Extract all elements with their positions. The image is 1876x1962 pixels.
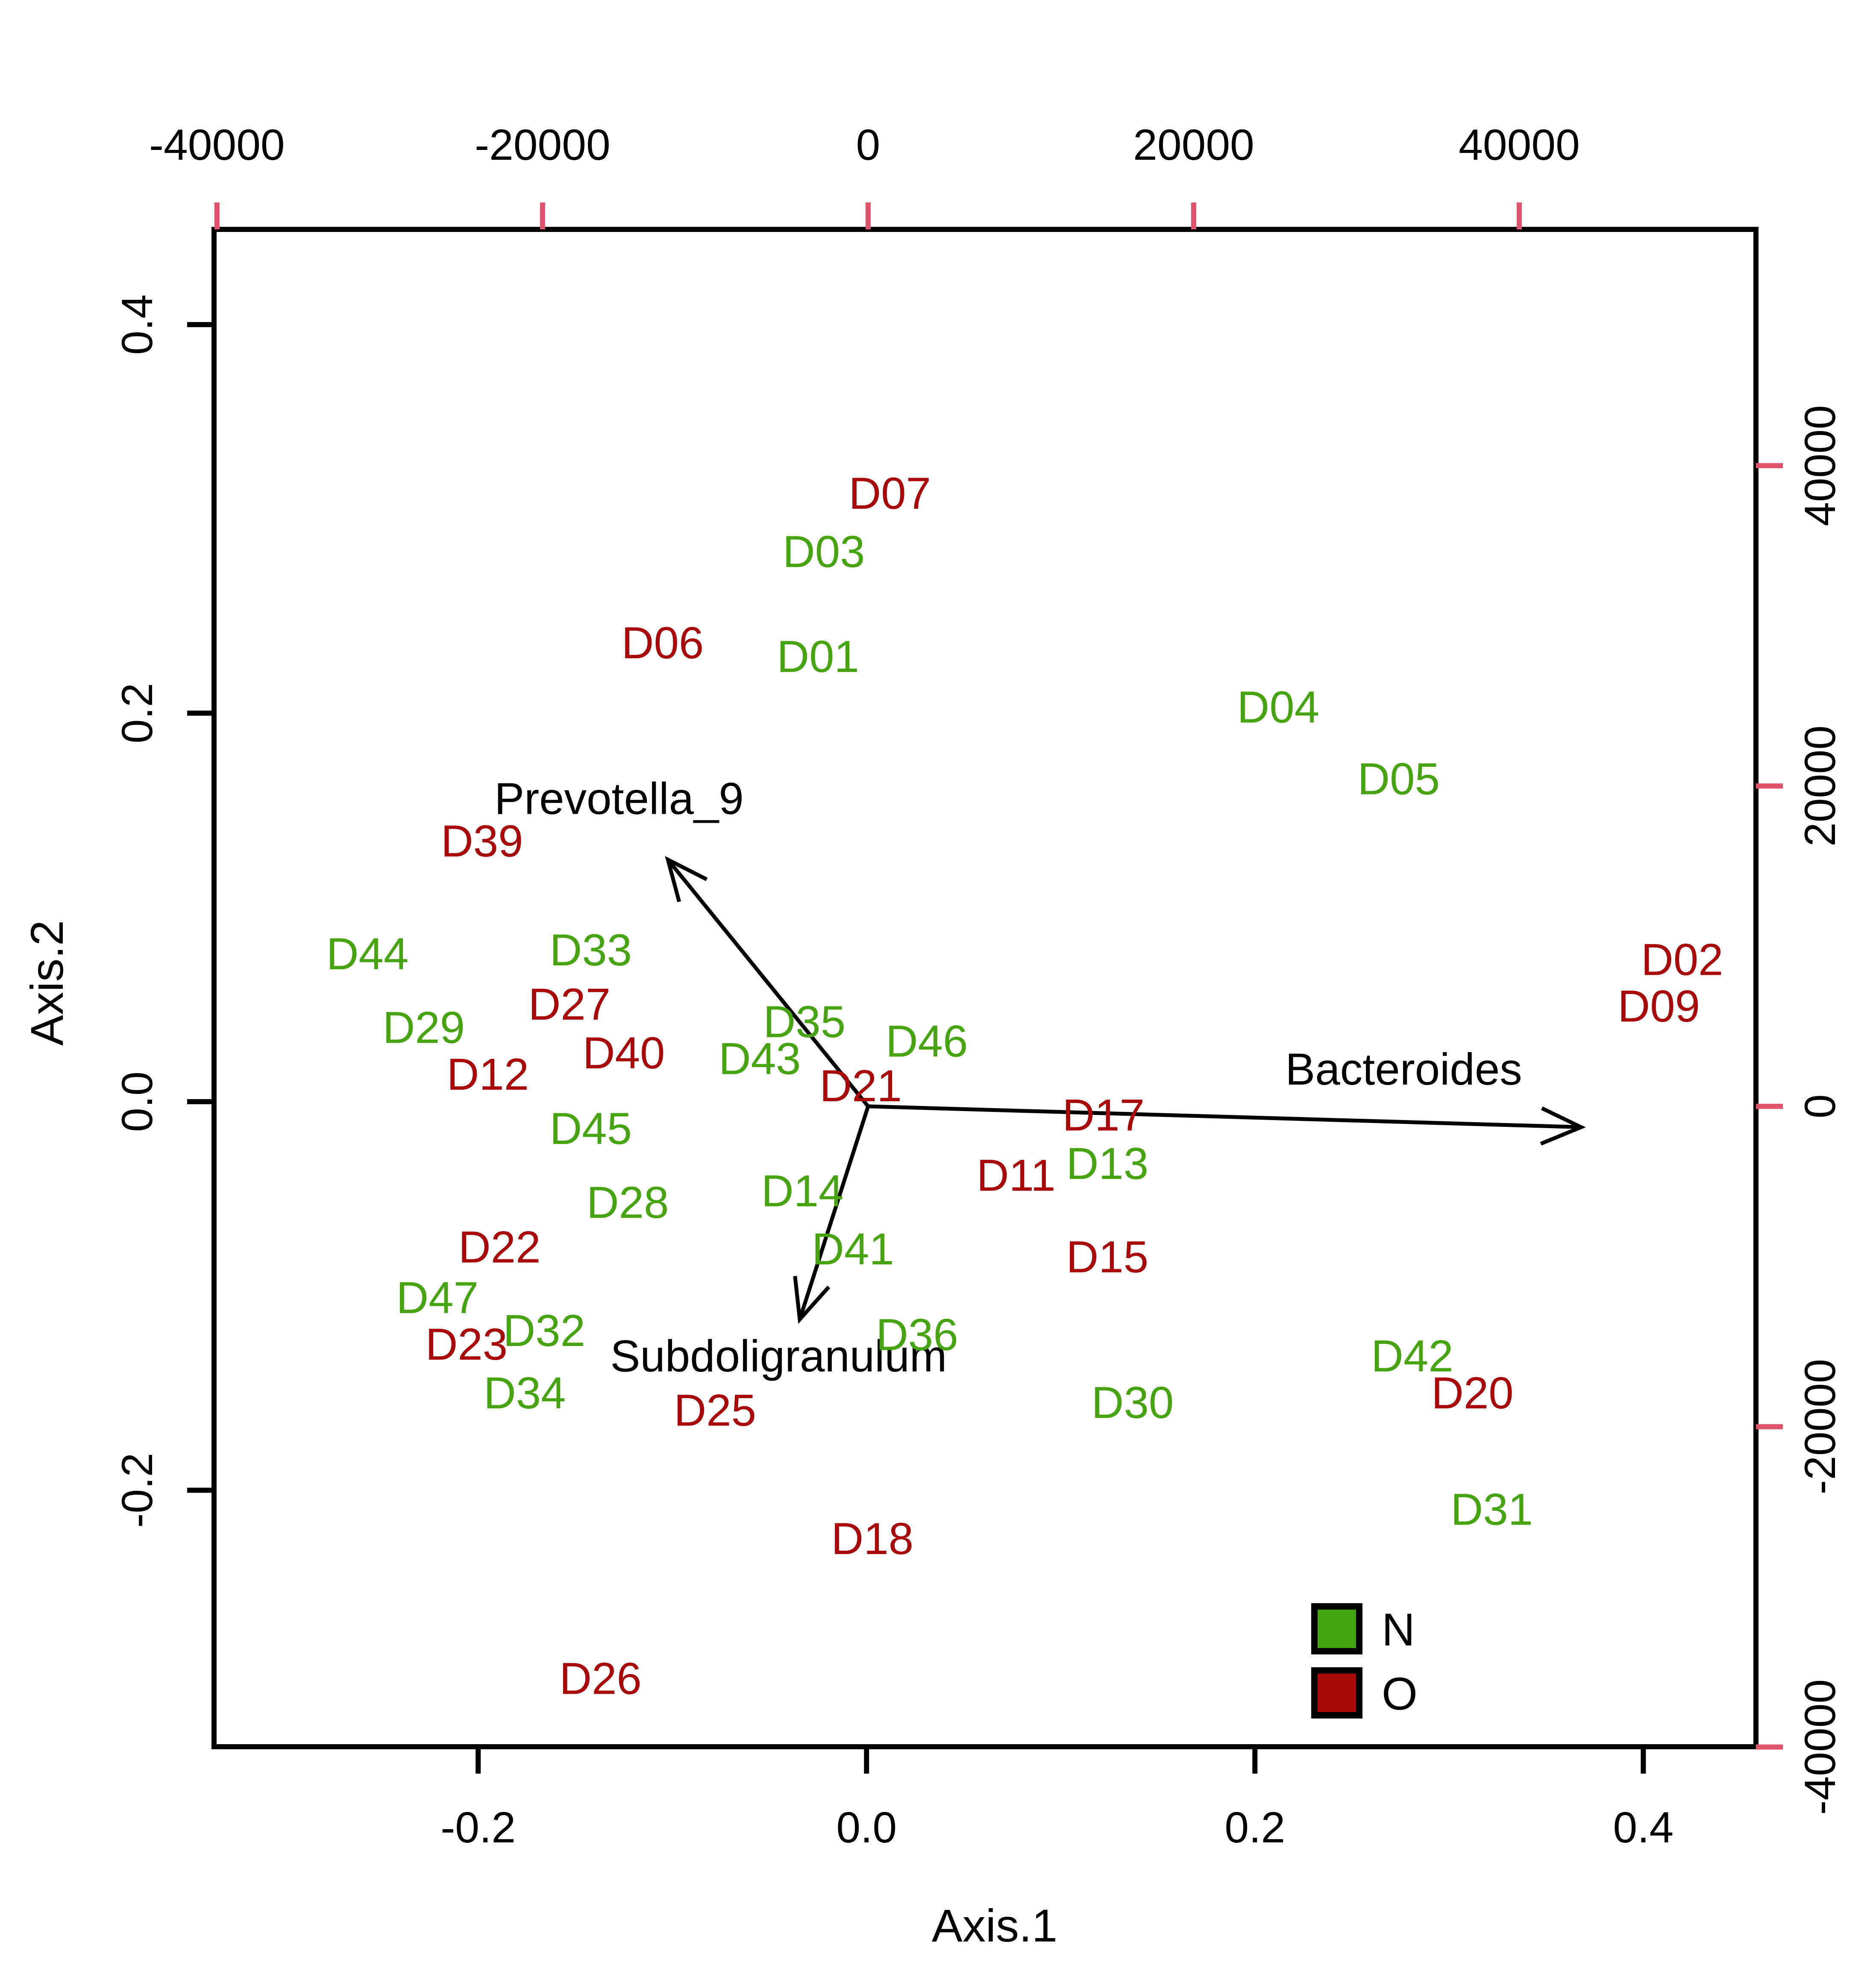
legend-label-O: O bbox=[1382, 1667, 1418, 1720]
sample-label-D47: D47 bbox=[396, 1273, 479, 1323]
sample-label-D06: D06 bbox=[622, 618, 704, 668]
taxa-label-Bacteroides: Bacteroides bbox=[1285, 1044, 1522, 1094]
arrow-Subdoligranulum bbox=[798, 1106, 870, 1320]
sample-label-D01: D01 bbox=[777, 632, 859, 682]
sample-label-D18: D18 bbox=[831, 1514, 914, 1564]
y-axis-tick-label: 0.4 bbox=[113, 294, 161, 355]
sample-label-D39: D39 bbox=[441, 816, 523, 866]
y-axis-tick-label: 0.2 bbox=[113, 683, 161, 744]
x-axis-tick-label: -0.2 bbox=[440, 1803, 516, 1852]
x-axis-tick-label: 0.0 bbox=[836, 1803, 897, 1852]
x-axis-tick-label: 0.4 bbox=[1613, 1803, 1673, 1852]
y-axis-title: Axis.2 bbox=[21, 920, 73, 1046]
right-axis-tick-label: 20000 bbox=[1796, 725, 1844, 847]
x-axis-tick-label: 0.2 bbox=[1224, 1803, 1285, 1852]
sample-label-D42: D42 bbox=[1371, 1331, 1453, 1381]
sample-label-D11: D11 bbox=[977, 1150, 1056, 1200]
arrow-Bacteroides bbox=[868, 1104, 1581, 1129]
x-axis-title: Axis.1 bbox=[931, 1899, 1058, 1952]
sample-label-D34: D34 bbox=[484, 1368, 566, 1418]
sample-label-D25: D25 bbox=[674, 1386, 756, 1436]
sample-label-D15: D15 bbox=[1066, 1232, 1149, 1282]
sample-label-D20: D20 bbox=[1431, 1368, 1514, 1418]
sample-label-D03: D03 bbox=[783, 527, 865, 577]
legend-swatch-O bbox=[1311, 1667, 1362, 1719]
taxa-label-Prevotella_9: Prevotella_9 bbox=[494, 774, 744, 824]
right-axis-tick-label: -40000 bbox=[1796, 1679, 1844, 1815]
sample-label-D43: D43 bbox=[719, 1034, 801, 1084]
right-axis-tick-label: 0 bbox=[1796, 1094, 1844, 1119]
arrowhead-Prevotella_9 bbox=[665, 856, 708, 903]
top-axis-tick-label: 40000 bbox=[1459, 120, 1580, 169]
arrowhead-Bacteroides bbox=[1540, 1106, 1586, 1146]
sample-label-D23: D23 bbox=[426, 1320, 508, 1370]
right-axis-tick-label: -20000 bbox=[1796, 1359, 1844, 1495]
sample-label-D13: D13 bbox=[1066, 1139, 1149, 1189]
sample-label-D21: D21 bbox=[819, 1061, 902, 1111]
sample-label-D12: D12 bbox=[447, 1050, 529, 1100]
y-axis-tick-label: -0.2 bbox=[113, 1453, 161, 1528]
sample-label-D41: D41 bbox=[812, 1224, 894, 1274]
sample-label-D44: D44 bbox=[326, 929, 409, 979]
sample-label-D26: D26 bbox=[559, 1654, 642, 1704]
top-axis-tick-label: 20000 bbox=[1133, 120, 1254, 169]
taxa-label-Subdoligranulum: Subdoligranulum bbox=[610, 1331, 947, 1381]
top-axis-tick-label: -20000 bbox=[475, 120, 611, 169]
sample-label-D36: D36 bbox=[876, 1310, 958, 1360]
legend-swatch-N bbox=[1311, 1603, 1362, 1654]
top-axis-tick-label: -40000 bbox=[149, 120, 285, 169]
sample-label-D09: D09 bbox=[1618, 982, 1700, 1032]
sample-label-D30: D30 bbox=[1092, 1378, 1174, 1428]
sample-label-D04: D04 bbox=[1237, 682, 1320, 732]
sample-label-D40: D40 bbox=[583, 1028, 665, 1078]
sample-label-D02: D02 bbox=[1641, 935, 1723, 985]
sample-label-D27: D27 bbox=[528, 980, 611, 1029]
sample-label-D45: D45 bbox=[549, 1104, 632, 1154]
arrow-Prevotella_9 bbox=[666, 858, 870, 1108]
sample-label-D28: D28 bbox=[587, 1178, 669, 1228]
sample-label-D31: D31 bbox=[1451, 1485, 1533, 1535]
sample-label-D05: D05 bbox=[1357, 754, 1440, 804]
top-axis-tick-label: 0 bbox=[856, 120, 881, 169]
plot-frame bbox=[211, 227, 1759, 1749]
sample-label-D17: D17 bbox=[1062, 1090, 1145, 1140]
sample-label-D29: D29 bbox=[383, 1003, 465, 1053]
sample-label-D46: D46 bbox=[886, 1017, 968, 1067]
arrowhead-Subdoligranulum bbox=[793, 1276, 831, 1324]
sample-label-D22: D22 bbox=[458, 1223, 541, 1273]
y-axis-tick-label: 0.0 bbox=[113, 1071, 161, 1132]
sample-label-D33: D33 bbox=[549, 925, 632, 975]
sample-label-D32: D32 bbox=[503, 1306, 585, 1356]
sample-label-D14: D14 bbox=[761, 1166, 844, 1216]
right-axis-tick-label: 40000 bbox=[1796, 405, 1844, 526]
sample-label-D07: D07 bbox=[848, 469, 931, 519]
legend-label-N: N bbox=[1382, 1603, 1415, 1656]
sample-label-D35: D35 bbox=[763, 997, 846, 1047]
